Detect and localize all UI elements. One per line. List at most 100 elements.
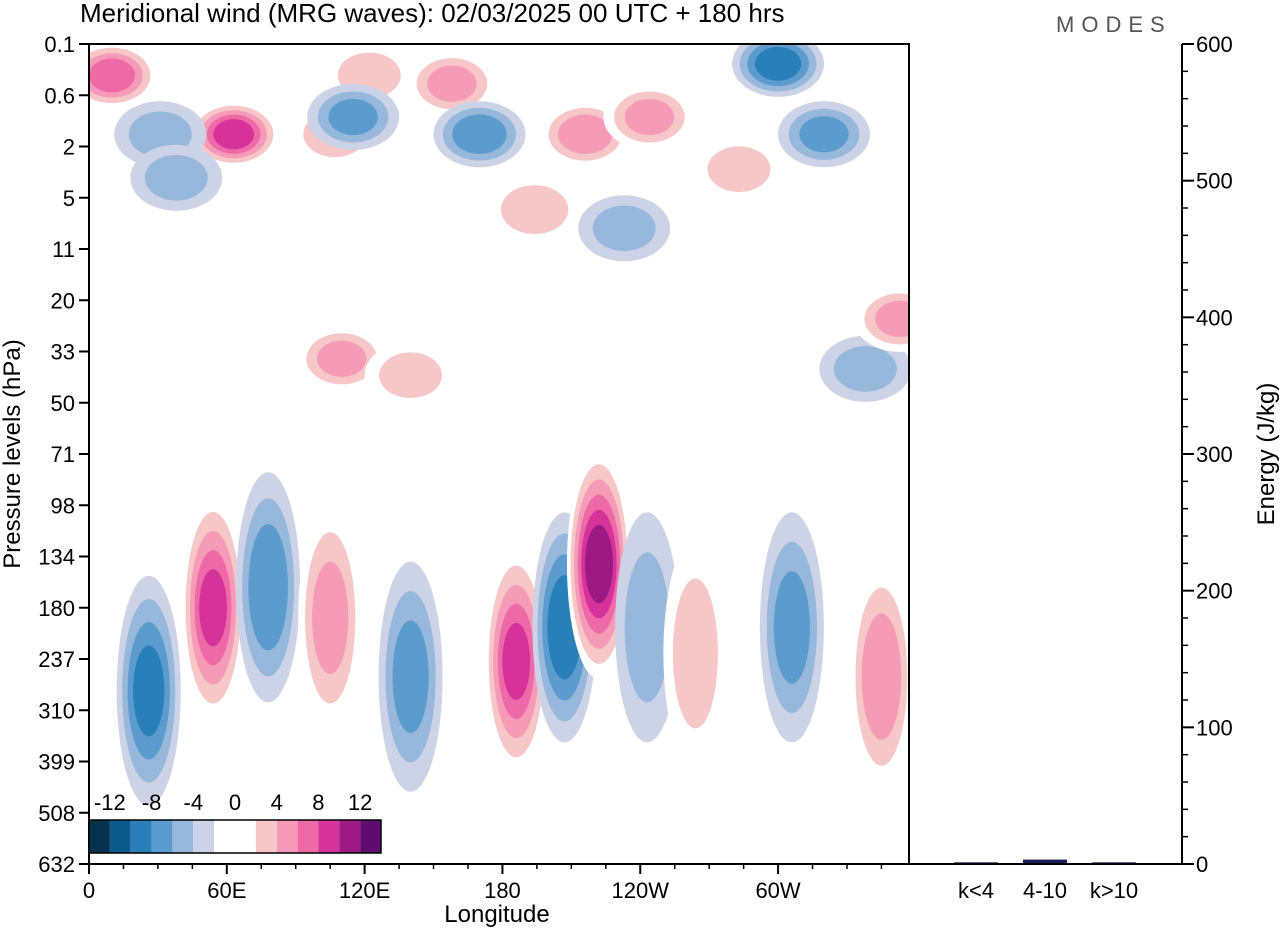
- colorbar-swatch: [109, 820, 131, 853]
- heatmap-field: [89, 44, 909, 806]
- energy-categories: k<4 4-10 k>10: [958, 878, 1138, 903]
- x-tick-label: 60W: [755, 878, 800, 903]
- colorbar-tick-label: -8: [142, 790, 162, 815]
- energy-category-label: k>10: [1090, 878, 1138, 903]
- contour-level: [799, 116, 849, 153]
- contour-level: [624, 98, 675, 136]
- colorbar-swatch: [339, 820, 361, 853]
- wind-anomaly-22: [236, 472, 301, 703]
- energy-tick-label: 100: [1196, 715, 1233, 740]
- y-tick-label: 237: [38, 647, 75, 672]
- energy-axis: 0 100 200 300 400 500 600: [1182, 32, 1233, 877]
- energy-tick-label: 500: [1196, 169, 1233, 194]
- contour-level: [427, 65, 477, 102]
- wind-anomaly-0: [89, 44, 158, 109]
- colorbar-tick-label: 8: [312, 790, 324, 815]
- wind-anomaly-12: [732, 44, 825, 97]
- y-tick-label: 20: [51, 288, 75, 313]
- contour-level: [316, 340, 367, 377]
- wind-anomaly-14: [693, 136, 786, 203]
- energy-bar: [1023, 859, 1067, 863]
- x-axis: 0 60E 120E 180 120W 60W: [83, 864, 883, 903]
- colorbar-tick-label: -4: [184, 790, 204, 815]
- contour-level: [452, 114, 507, 155]
- x-tick-label: 120E: [339, 878, 390, 903]
- wind-anomaly-6: [307, 83, 400, 150]
- y-tick-label: 50: [51, 391, 75, 416]
- energy-tick-label: 600: [1196, 32, 1233, 57]
- colorbar-tick-label: 4: [271, 790, 283, 815]
- wind-anomaly-25: [484, 546, 549, 777]
- y-tick-label: 632: [38, 852, 75, 877]
- wind-anomaly-5: [130, 144, 223, 211]
- contour-level: [833, 346, 897, 392]
- contour-level: [584, 525, 614, 604]
- y-tick-label: 11: [52, 237, 75, 262]
- energy-tick-label: 400: [1196, 305, 1233, 330]
- contour-level: [557, 114, 613, 155]
- wind-anomaly-15: [578, 195, 671, 262]
- colorbar-swatch: [193, 820, 215, 853]
- modes-logo: MODES: [1056, 12, 1172, 37]
- contour-level: [248, 524, 288, 651]
- contour-level: [379, 352, 443, 399]
- colorbar-tick-label: 0: [229, 790, 241, 815]
- y-tick-label: 0.6: [44, 83, 75, 108]
- x-tick-label: 120W: [612, 878, 670, 903]
- y-axis-label: Pressure levels (hPa): [0, 339, 26, 568]
- colorbar-swatch: [151, 820, 173, 853]
- contour-level: [199, 569, 227, 647]
- contour-level: [392, 620, 429, 733]
- wind-anomaly-21: [181, 492, 246, 723]
- colorbar-swatch: [318, 820, 340, 853]
- contour-level: [312, 561, 349, 675]
- x-tick-label: 0: [83, 878, 95, 903]
- energy-tick-label: 0: [1196, 852, 1208, 877]
- y-tick-label: 0.1: [44, 32, 75, 57]
- colorbar-tick-label: 12: [348, 790, 372, 815]
- energy-category-label: 4-10: [1023, 878, 1067, 903]
- contour-level: [500, 185, 569, 235]
- wind-anomaly-28: [615, 512, 680, 743]
- colorbar-swatch: [297, 820, 319, 853]
- contour-level: [328, 98, 378, 136]
- colorbar-swatch: [172, 820, 194, 853]
- colorbar-tick-label: -12: [94, 790, 126, 815]
- y-tick-label: 98: [51, 493, 75, 518]
- wind-anomaly-13: [778, 101, 871, 168]
- contour-level: [754, 46, 802, 81]
- colorbar-frame: [88, 819, 382, 854]
- contour-level: [672, 578, 718, 729]
- wind-anomaly-7: [405, 50, 498, 117]
- colorbar-swatch: [214, 820, 235, 853]
- x-tick-label: 60E: [207, 878, 246, 903]
- y-tick-label: 71: [51, 442, 75, 467]
- contour-level: [502, 622, 531, 700]
- y-tick-label: 2: [63, 135, 75, 160]
- contour-level: [133, 645, 165, 737]
- wind-anomaly-19: [853, 285, 909, 352]
- wind-anomaly-18: [819, 335, 909, 402]
- y-tick-label: 33: [51, 340, 75, 365]
- energy-category-label: k<4: [958, 878, 994, 903]
- colorbar-swatch: [276, 820, 298, 853]
- y-tick-label: 180: [38, 596, 75, 621]
- colorbar-swatch: [255, 820, 277, 853]
- y-tick-label: 5: [63, 186, 75, 211]
- y-tick-label: 508: [38, 801, 75, 826]
- energy-panel-background: [909, 44, 1182, 864]
- wind-anomaly-20: [116, 575, 181, 806]
- colorbar-swatch: [360, 820, 381, 853]
- energy-tick-label: 300: [1196, 442, 1233, 467]
- energy-tick-label: 200: [1196, 579, 1233, 604]
- wind-anomaly-30: [759, 512, 824, 743]
- colorbar-swatch: [235, 820, 256, 853]
- contour-level: [773, 571, 810, 684]
- wind-anomaly-31: [849, 561, 909, 792]
- contour-level: [624, 552, 670, 703]
- wind-anomaly-23: [298, 502, 363, 733]
- colorbar-swatch: [89, 820, 110, 853]
- contour-level: [89, 58, 136, 93]
- x-tick-label: 180: [484, 878, 521, 903]
